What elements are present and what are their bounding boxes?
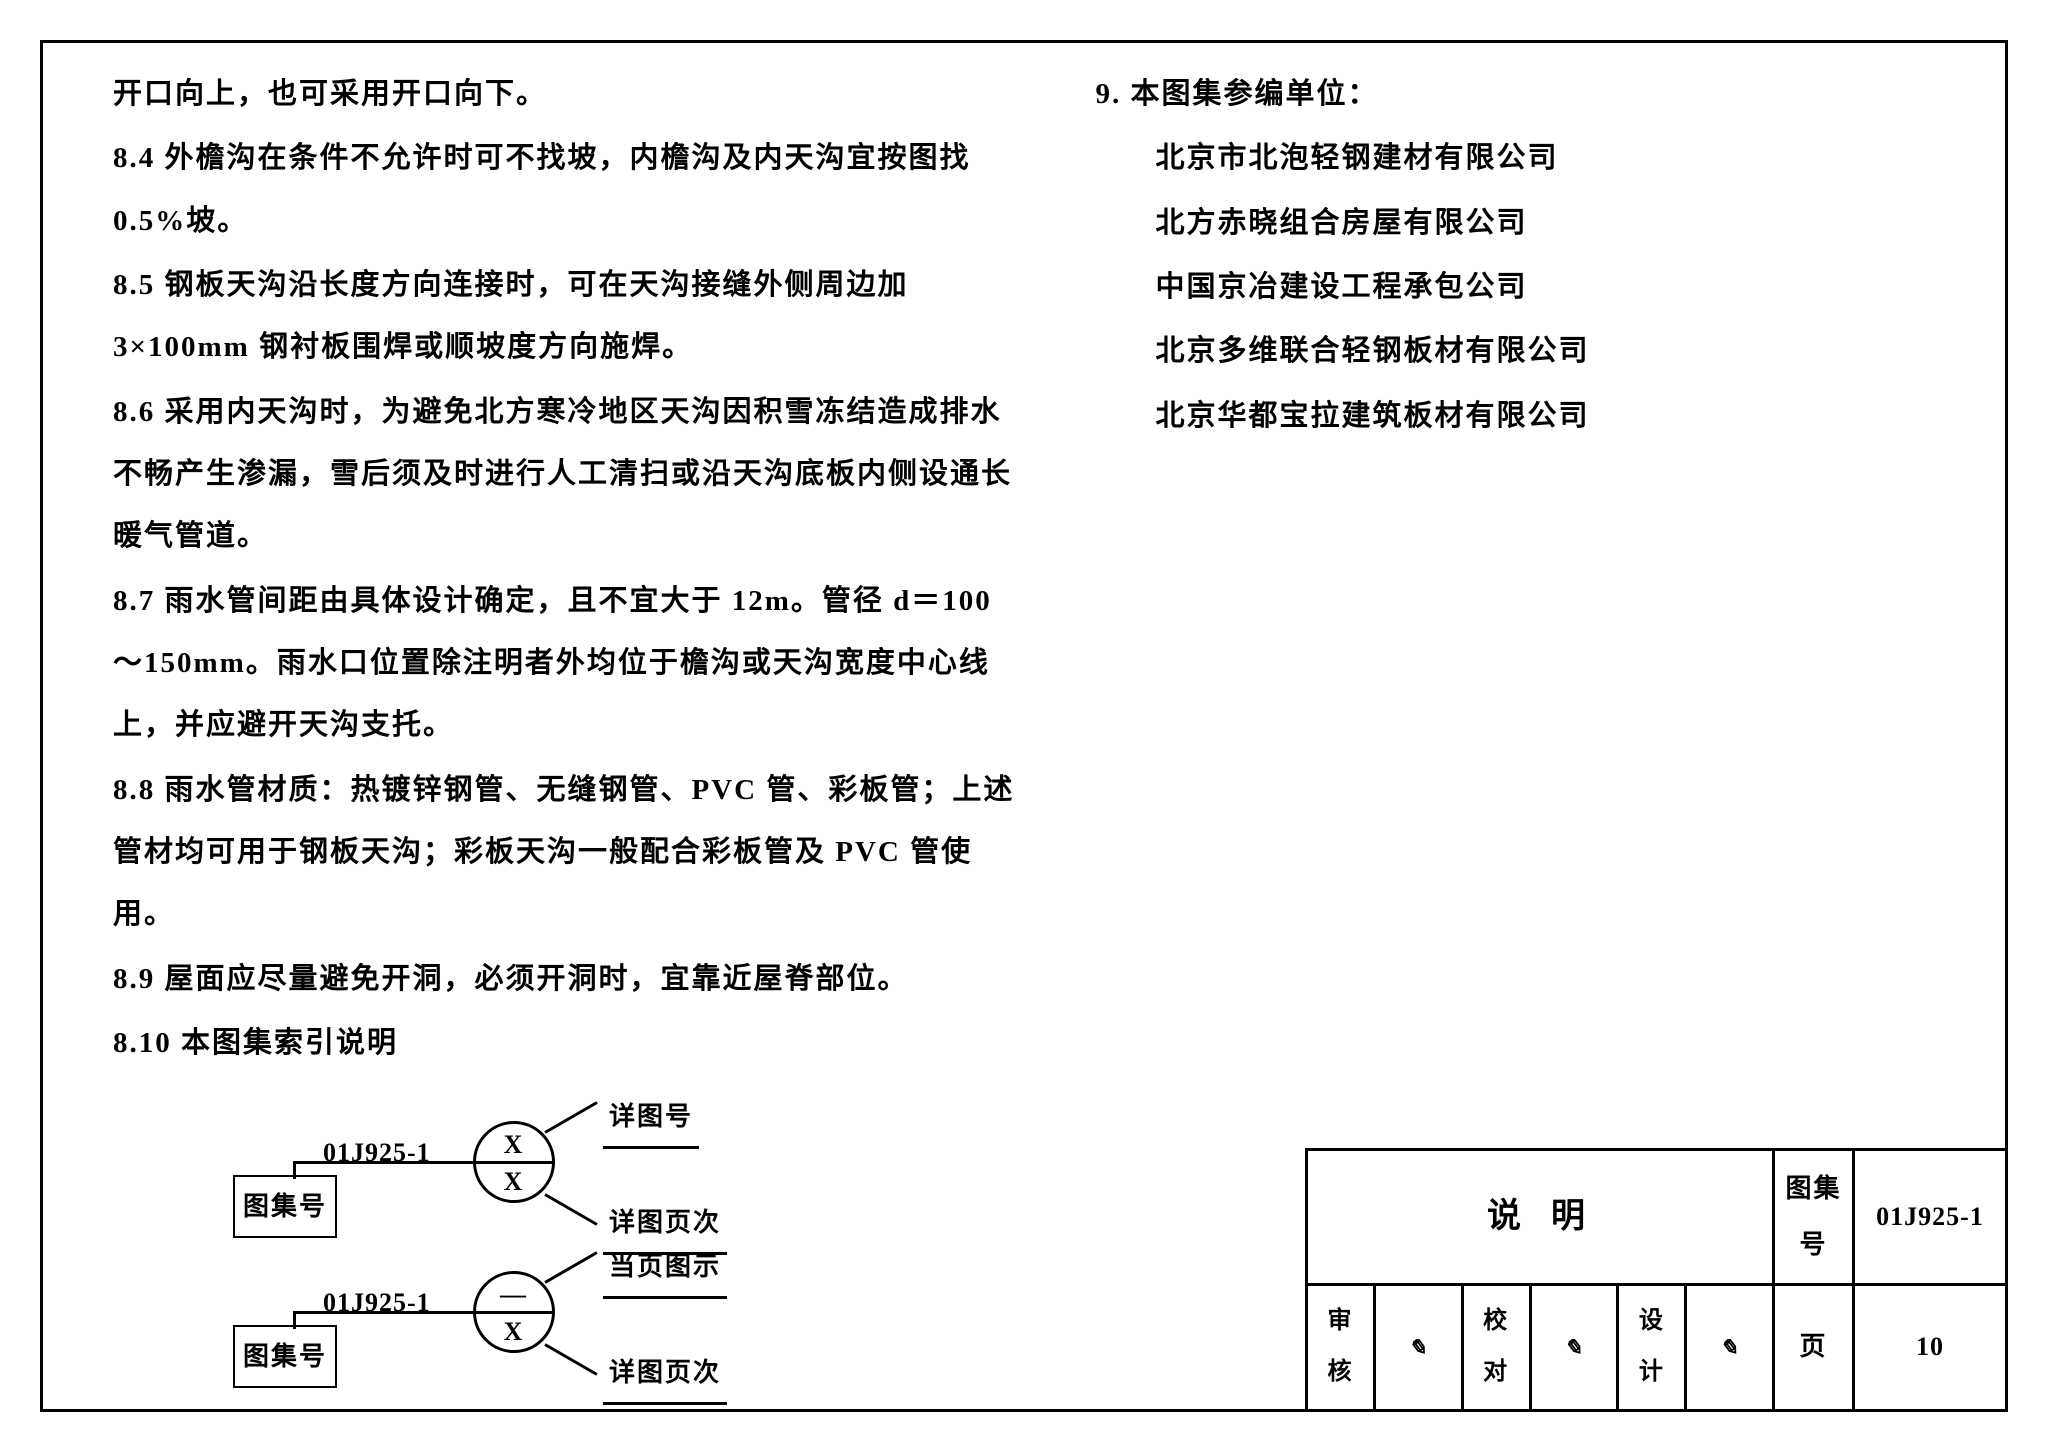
title-block-review-key: 审核	[1308, 1286, 1376, 1409]
title-block-page-val: 10	[1855, 1286, 2005, 1409]
title-block-row: 审核 ✎ 校对 ✎ 设计 ✎ 页 10	[1308, 1286, 2005, 1409]
legend-leader-line	[544, 1343, 597, 1376]
org-item: 北京市北泡轻钢建材有限公司	[1095, 127, 1955, 189]
body-text: 开口向上，也可采用开口向下。	[113, 63, 1015, 125]
legend-circle-icon: — X	[473, 1271, 555, 1353]
page-frame: 开口向上，也可采用开口向下。 8.4 外檐沟在条件不允许时可不找坡，内檐沟及内天…	[40, 40, 2008, 1412]
org-item: 北京华都宝拉建筑板材有限公司	[1095, 385, 1955, 447]
section-9-heading: 9. 本图集参编单位：	[1095, 63, 1955, 125]
title-block-page-key: 页	[1775, 1286, 1855, 1409]
title-block-tuset-val: 01J925-1	[1855, 1151, 2005, 1286]
title-block-review-sig: ✎	[1376, 1286, 1464, 1409]
left-column: 开口向上，也可采用开口向下。 8.4 外檐沟在条件不允许时可不找坡，内檐沟及内天…	[113, 63, 1015, 1389]
title-block-tuset-key: 图集号	[1775, 1151, 1855, 1286]
legend-circle-icon: X X	[473, 1121, 555, 1203]
legend-circle-bot: X	[476, 1164, 552, 1204]
title-block-row: 说明 图集号 01J925-1	[1308, 1151, 2005, 1286]
body-text: 8.8 雨水管材质：热镀锌钢管、无缝钢管、PVC 管、彩板管；上述管材均可用于钢…	[113, 759, 1015, 946]
legend-label-br: 详图页次	[603, 1345, 727, 1406]
legend-code: 01J925-1	[323, 1125, 431, 1181]
org-item: 北京多维联合轻钢板材有限公司	[1095, 320, 1955, 382]
two-column-layout: 开口向上，也可采用开口向下。 8.4 外檐沟在条件不允许时可不找坡，内檐沟及内天…	[113, 63, 1955, 1389]
org-item: 北方赤晓组合房屋有限公司	[1095, 192, 1955, 254]
body-text: 8.10 本图集索引说明	[113, 1012, 1015, 1074]
title-block-check-sig: ✎	[1532, 1286, 1620, 1409]
legend-circle-bot: X	[476, 1314, 552, 1354]
legend-tuset-label: 图集号	[233, 1325, 337, 1389]
legend-leader-line	[544, 1193, 597, 1226]
title-block-design-sig: ✎	[1687, 1286, 1775, 1409]
org-item: 中国京冶建设工程承包公司	[1095, 256, 1955, 318]
legend-circle-top: —	[476, 1274, 552, 1314]
title-block: 说明 图集号 01J925-1 审核 ✎ 校对 ✎ 设计 ✎ 页 10	[1305, 1148, 2005, 1409]
body-text: 8.9 屋面应尽量避免开洞，必须开洞时，宜靠近屋脊部位。	[113, 948, 1015, 1010]
body-text: 8.7 雨水管间距由具体设计确定，且不宜大于 12m。管径 d＝100～150m…	[113, 570, 1015, 757]
index-legend: 图集号 01J925-1 X X 详图号 详图页次 图集号	[233, 1083, 1015, 1383]
title-block-check-key: 校对	[1464, 1286, 1532, 1409]
legend-tuset-label: 图集号	[233, 1175, 337, 1239]
title-block-title: 说明	[1308, 1151, 1775, 1286]
legend-leader-line	[544, 1101, 597, 1134]
body-text: 8.6 采用内天沟时，为避免北方寒冷地区天沟因积雪冻结造成排水不畅产生渗漏，雪后…	[113, 381, 1015, 568]
legend-circle-top: X	[476, 1124, 552, 1164]
legend-leader-line	[544, 1251, 597, 1284]
legend-label-tr: 详图号	[603, 1089, 699, 1150]
body-text: 8.5 钢板天沟沿长度方向连接时，可在天沟接缝外侧周边加 3×100mm 钢衬板…	[113, 254, 1015, 379]
legend-item-2: 图集号 01J925-1 — X 当页图示 详图页次	[233, 1233, 793, 1383]
right-column: 9. 本图集参编单位： 北京市北泡轻钢建材有限公司 北方赤晓组合房屋有限公司 中…	[1095, 63, 1955, 1389]
title-block-design-key: 设计	[1619, 1286, 1687, 1409]
legend-item-1: 图集号 01J925-1 X X 详图号 详图页次	[233, 1083, 793, 1233]
body-text: 8.4 外檐沟在条件不允许时可不找坡，内檐沟及内天沟宜按图找 0.5%坡。	[113, 127, 1015, 252]
legend-code: 01J925-1	[323, 1275, 431, 1331]
legend-label-tr: 当页图示	[603, 1239, 727, 1300]
